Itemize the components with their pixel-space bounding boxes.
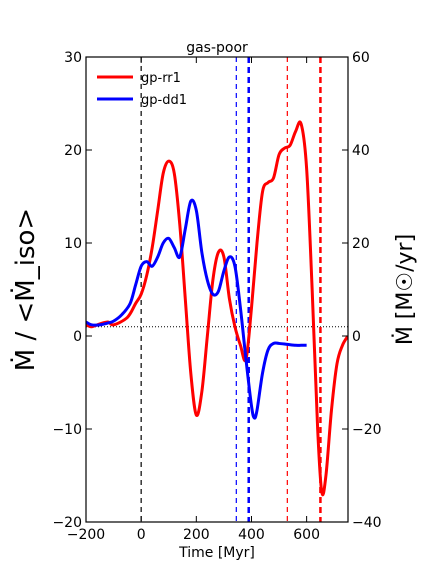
- plot-inner: [86, 57, 348, 522]
- y-axis-left-label: Ṁ / <Ṁ_iso>: [9, 208, 41, 371]
- y-right-tick-label: 60: [352, 50, 370, 66]
- legend: gp-rr1 gp-dd1: [97, 71, 187, 108]
- series-line-gp-rr1: [86, 120, 348, 497]
- x-tick-label: −200: [67, 527, 105, 543]
- y-left-tick-label: 20: [64, 143, 82, 159]
- y-left-tick-label: −10: [52, 422, 82, 438]
- y-right-tick-label: 20: [352, 236, 370, 252]
- y-right-tick-label: 40: [352, 143, 370, 159]
- y-axis-right-label: Ṁ [M☉/yr]: [392, 234, 418, 345]
- y-right-tick-label: 0: [352, 329, 361, 345]
- x-axis-label: Time [Myr]: [178, 545, 255, 561]
- x-tick-label: 0: [137, 527, 146, 543]
- series-line-gp-dd1: [86, 198, 307, 420]
- y-left-tick-label: 0: [73, 329, 82, 345]
- x-tick-label: 600: [293, 527, 320, 543]
- y-left-tick-label: −20: [52, 515, 82, 531]
- plot-area: [86, 57, 348, 522]
- plot-frame: [85, 56, 349, 523]
- x-tick-label: 200: [183, 527, 210, 543]
- x-tick-label: 400: [238, 527, 265, 543]
- y-left-tick-label: 10: [64, 236, 82, 252]
- legend-label-gp-dd1: gp-dd1: [141, 93, 187, 108]
- legend-label-gp-rr1: gp-rr1: [141, 71, 181, 86]
- y-right-tick-label: −20: [352, 422, 382, 438]
- y-left-tick-label: 30: [64, 50, 82, 66]
- chart-title: gas-poor: [186, 40, 248, 56]
- y-right-tick-label: −40: [352, 515, 382, 531]
